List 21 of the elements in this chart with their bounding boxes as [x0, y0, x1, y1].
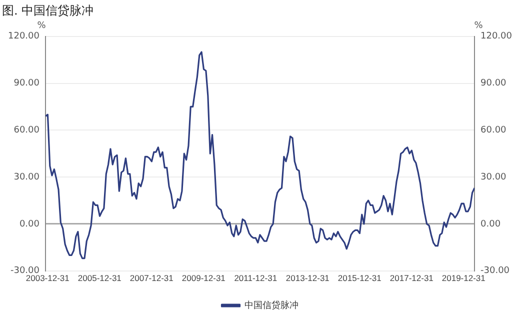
x-tick-label: 2015-12-31 — [338, 273, 382, 284]
y-tick-label: 90.00 — [14, 78, 40, 89]
y-tick-label: 0.00 — [19, 219, 40, 230]
y2-tick-label: 0.00 — [480, 219, 501, 230]
y-tick-label: 120.00 — [8, 32, 40, 42]
chart-title: 图. 中国信贷脉冲 — [2, 3, 94, 18]
x-tick-label: 2009-12-31 — [182, 273, 226, 284]
x-tick-label: 2017-12-31 — [390, 273, 434, 284]
y-tick-label: 30.00 — [14, 172, 40, 182]
x-tick-label: 2007-12-31 — [130, 273, 174, 284]
y2-tick-label: 90.00 — [480, 78, 507, 89]
x-tick-label: 2011-12-31 — [234, 273, 278, 284]
y-axis-title: % — [37, 21, 46, 32]
y2-tick-label: 30.00 — [480, 172, 507, 182]
y-tick-label: 60.00 — [14, 126, 40, 136]
y2-axis-title: % — [474, 21, 484, 32]
legend-label: 中国信贷脉冲 — [244, 300, 298, 311]
y2-tick-label: 60.00 — [480, 126, 507, 136]
x-tick-label: 2013-12-31 — [286, 273, 330, 284]
x-tick-label: 2005-12-31 — [78, 273, 122, 284]
y2-tick-label: 120.00 — [480, 32, 512, 42]
